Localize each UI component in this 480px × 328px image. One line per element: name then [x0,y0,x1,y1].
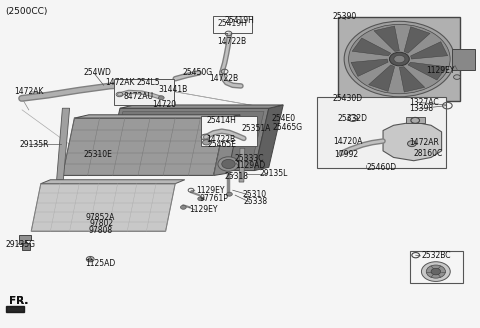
Text: 1327AC: 1327AC [409,98,439,107]
Text: 25419H: 25419H [225,16,254,25]
Text: 29135G: 29135G [6,240,36,249]
Polygon shape [22,243,30,250]
Text: 1129EY: 1129EY [190,205,218,214]
Text: 97852A: 97852A [85,213,115,222]
Text: 25414H: 25414H [206,116,236,125]
Text: 29135R: 29135R [19,140,48,149]
Text: 1129EY: 1129EY [196,186,224,195]
Polygon shape [6,306,24,312]
Text: (2500CC): (2500CC) [5,7,47,16]
Text: 25332D: 25332D [338,113,368,123]
Polygon shape [374,26,399,51]
Text: 25338: 25338 [244,197,268,206]
Circle shape [426,265,445,278]
Polygon shape [74,115,240,118]
Text: 25390: 25390 [333,12,357,21]
Text: 97802: 97802 [89,219,113,228]
Circle shape [227,192,232,196]
Circle shape [454,75,460,79]
Bar [317,97,446,168]
Text: 254L5: 254L5 [137,78,160,87]
Text: 14720A: 14720A [334,137,363,146]
Text: 25351A: 25351A [241,124,271,133]
Text: 14722B: 14722B [209,73,238,83]
Bar [201,116,257,146]
Circle shape [222,159,235,169]
Polygon shape [410,42,448,59]
Polygon shape [383,122,442,161]
Text: 25310E: 25310E [84,150,113,159]
Polygon shape [57,108,70,180]
Text: 25419H: 25419H [218,19,248,29]
Bar [406,117,425,123]
Polygon shape [106,108,269,171]
Text: 25310: 25310 [243,190,267,199]
Polygon shape [109,112,264,168]
Bar [452,49,475,70]
Text: 25430D: 25430D [333,94,363,103]
Polygon shape [41,180,185,184]
Bar [338,17,460,101]
Text: 1472AR: 1472AR [409,138,439,147]
Circle shape [389,52,409,66]
Text: 28160C: 28160C [414,149,443,158]
Text: 14720: 14720 [153,100,177,109]
Polygon shape [369,65,395,91]
Circle shape [180,205,186,209]
Text: 1472AK: 1472AK [106,78,135,87]
Text: 14722B: 14722B [206,134,236,144]
Text: 1125AD: 1125AD [85,258,116,268]
Polygon shape [254,105,283,171]
Text: 97808: 97808 [88,226,112,236]
Text: 17992: 17992 [334,150,358,159]
Text: 1129AD: 1129AD [235,161,265,171]
Text: 1129EY: 1129EY [426,66,454,75]
Polygon shape [408,62,446,80]
Circle shape [394,55,405,63]
Text: 14722B: 14722B [217,37,247,47]
Text: 25318: 25318 [225,172,249,181]
Bar [213,16,252,33]
Text: 25333C: 25333C [234,154,264,163]
Polygon shape [399,67,425,92]
Text: 25465G: 25465G [273,123,303,133]
Polygon shape [404,27,430,53]
Polygon shape [214,115,240,175]
Text: 254WD: 254WD [84,68,112,77]
Polygon shape [351,59,388,76]
Circle shape [431,268,441,275]
Text: 1472AK: 1472AK [14,87,44,96]
Text: 25465E: 25465E [207,140,236,149]
Text: 25460D: 25460D [366,163,396,173]
Polygon shape [19,235,31,244]
Circle shape [421,262,450,281]
Circle shape [88,258,92,260]
Text: 31441B: 31441B [158,85,188,94]
Bar [410,251,463,283]
Circle shape [158,96,164,100]
Polygon shape [120,105,283,108]
Text: 2532BC: 2532BC [421,251,451,260]
Text: FR.: FR. [9,296,28,306]
Text: 254E0: 254E0 [271,113,295,123]
Text: 97761P: 97761P [199,194,228,203]
Circle shape [348,24,450,94]
Text: 29135L: 29135L [259,169,288,178]
Polygon shape [352,38,391,56]
Polygon shape [31,184,175,231]
Circle shape [218,157,239,171]
Text: FR.: FR. [9,296,28,306]
Text: 13398: 13398 [409,104,433,113]
Polygon shape [239,148,245,182]
Circle shape [198,197,204,201]
Text: 8472AU: 8472AU [124,92,154,101]
Text: 25450G: 25450G [182,68,213,77]
Circle shape [344,21,455,97]
Circle shape [408,141,416,147]
Polygon shape [62,118,226,175]
Bar [114,79,174,105]
Circle shape [203,140,210,145]
